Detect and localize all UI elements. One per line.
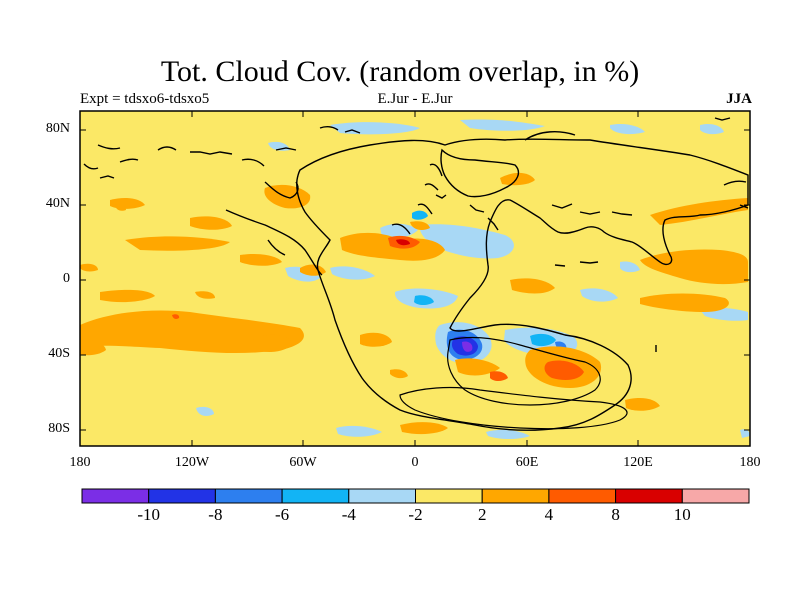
chart-title: Tot. Cloud Cov. (random overlap, in %) — [160, 55, 640, 88]
colorbar-label: 4 — [544, 505, 554, 524]
anomaly-patch — [390, 369, 408, 379]
anomaly-patch — [414, 295, 434, 305]
colorbar-label: 2 — [477, 505, 487, 524]
anomaly-patch — [240, 253, 282, 266]
anomaly-patch — [330, 122, 420, 135]
period-label: E.Jur - E.Jur — [377, 91, 453, 107]
colorbar-swatch — [415, 488, 483, 504]
anomaly-patch — [610, 123, 645, 135]
colorbar-swatch — [481, 488, 550, 504]
colorbar-label: 10 — [673, 505, 691, 524]
lat-label: 40N — [45, 196, 70, 211]
colorbar-swatch — [281, 488, 350, 504]
anomaly-patch — [330, 266, 375, 280]
colorbar-swatch — [148, 488, 216, 504]
lon-label: 120W — [174, 455, 210, 470]
lon-label: 60E — [515, 455, 539, 470]
anomaly-patch — [455, 358, 500, 376]
anomaly-patch — [400, 422, 448, 435]
anomaly-patch — [640, 293, 729, 312]
colorbar-swatch — [548, 488, 617, 504]
anomaly-patch — [410, 221, 430, 230]
anomaly-patch — [285, 266, 320, 282]
experiment-label: Expt = tdsxo6-tdsxo5 — [80, 91, 210, 107]
season-label: JJA — [726, 91, 752, 107]
anomaly-patch — [80, 339, 106, 356]
lon-label: 180 — [739, 455, 761, 470]
anomaly-patch — [460, 119, 545, 131]
anomaly-patch — [640, 249, 748, 285]
lat-label: 0 — [63, 271, 70, 286]
anomaly-patch — [115, 204, 126, 211]
map-frame — [79, 110, 751, 447]
colorbar-label: -8 — [208, 505, 223, 524]
anomaly-patch — [700, 123, 724, 135]
anomaly-patch — [336, 425, 382, 437]
anomaly-patch — [580, 288, 618, 302]
lon-label: 120E — [623, 455, 653, 470]
anomaly-patch — [251, 334, 292, 352]
colorbar-swatch — [214, 488, 283, 504]
anomaly-patch — [625, 398, 660, 411]
anomaly-patch — [196, 406, 214, 416]
colorbar-label: -6 — [275, 505, 290, 524]
lon-label: 180 — [69, 455, 91, 470]
axis-ticks — [80, 111, 750, 446]
anomaly-patch — [80, 310, 304, 354]
anomaly-patch — [510, 278, 555, 294]
anomaly-patch — [740, 429, 750, 438]
anomaly-patch — [412, 210, 428, 220]
lat-label: 40S — [48, 346, 70, 361]
colorbar-label: -4 — [341, 505, 356, 524]
anomaly-patch — [380, 223, 418, 238]
lon-label: 0 — [411, 455, 419, 470]
lon-label: 60W — [289, 455, 317, 470]
colorbar-swatch — [615, 488, 683, 504]
anomaly-patch — [190, 216, 232, 230]
colorbar-label: -2 — [408, 505, 423, 524]
colorbar-label: -10 — [137, 505, 161, 524]
lat-label: 80S — [48, 421, 70, 436]
coastlines — [83, 117, 749, 431]
colorbar-swatch — [681, 488, 750, 504]
anomaly-patch — [125, 236, 230, 251]
anomaly-patch — [396, 239, 410, 246]
colorbar-swatch — [348, 488, 416, 504]
anomaly-patch — [486, 429, 530, 439]
colorbar-swatch — [81, 488, 150, 504]
anomaly-patch — [650, 198, 748, 225]
lat-label: 80N — [45, 121, 70, 136]
colorbar-label: 8 — [611, 505, 620, 524]
anomaly-patch — [360, 332, 392, 347]
anomaly-patch — [620, 261, 640, 273]
anomaly-patch — [530, 333, 556, 347]
map-background — [80, 111, 750, 446]
colorbar — [81, 488, 750, 504]
anomaly-patch — [195, 291, 215, 299]
anomaly-patch — [100, 289, 155, 303]
anomaly-patch — [500, 172, 535, 186]
anomaly-patch — [462, 341, 473, 352]
anomaly-patch — [490, 371, 508, 381]
anomaly-patch — [172, 314, 180, 319]
anomaly-patch — [544, 360, 584, 380]
anomaly-patch — [80, 263, 98, 272]
